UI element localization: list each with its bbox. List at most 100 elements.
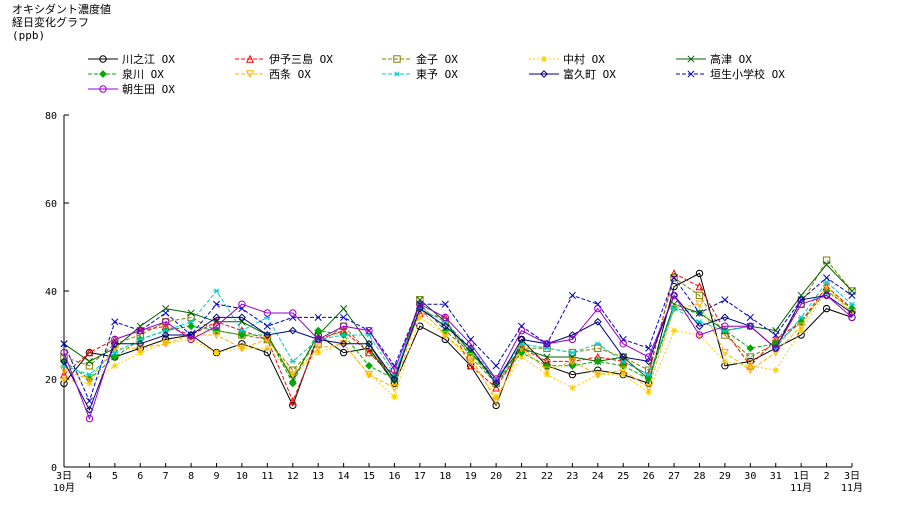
data-point [365, 361, 373, 370]
data-point [517, 335, 526, 344]
data-point [797, 295, 806, 304]
legend-label: 西条 OX [269, 67, 311, 81]
series-group [60, 287, 856, 400]
legend-entry: 泉川 OX [88, 67, 164, 81]
data-point [416, 322, 424, 330]
data-point [695, 331, 704, 339]
data-point [213, 288, 220, 294]
data-point [619, 353, 628, 361]
data-point [492, 401, 500, 410]
data-point [187, 322, 196, 331]
data-point [568, 370, 577, 379]
x-tick-label: 31 [770, 471, 782, 482]
data-point [797, 314, 805, 320]
data-point [339, 322, 348, 330]
data-point [390, 379, 399, 387]
data-point [670, 291, 678, 300]
data-point [136, 344, 145, 353]
series-line [63, 259, 853, 385]
x-tick-label: 17 [414, 471, 426, 482]
x-month-label: 10月 [53, 482, 75, 494]
data-point [594, 344, 602, 352]
data-point [568, 291, 576, 299]
data-point [720, 348, 729, 357]
x-tick-label: 7 [163, 471, 169, 482]
data-point [314, 344, 323, 353]
data-point [263, 309, 272, 317]
data-point [187, 335, 195, 344]
x-tick-label: 13 [312, 471, 324, 482]
data-point [161, 331, 170, 339]
data-point [644, 357, 653, 366]
y-tick-label: 0 [51, 463, 57, 474]
data-point [822, 256, 831, 264]
x-tick-label: 16 [388, 471, 400, 482]
data-point [695, 282, 704, 291]
legend-label: 金子 OX [416, 52, 458, 66]
data-point [238, 331, 246, 339]
data-point [85, 414, 94, 423]
series-line [63, 276, 853, 403]
legend-marker [99, 70, 107, 78]
x-tick-label: 8 [188, 471, 194, 482]
data-point [619, 366, 628, 375]
data-point [695, 309, 704, 317]
data-point [85, 348, 94, 357]
data-point [339, 348, 348, 357]
data-point [161, 318, 170, 326]
legend-label: 東予 OX [416, 68, 458, 81]
data-point [797, 300, 805, 308]
data-point [645, 389, 652, 396]
series-line [63, 281, 853, 380]
data-point [213, 349, 220, 356]
data-point [848, 287, 856, 295]
data-point [467, 340, 475, 348]
legend-marker [687, 70, 695, 78]
data-point [340, 313, 348, 321]
legend-label: 垣生小学校 OX [710, 67, 785, 81]
data-point [111, 350, 119, 356]
data-point [111, 362, 119, 369]
data-point [569, 350, 576, 356]
data-point [746, 353, 755, 361]
data-point [289, 375, 297, 383]
data-point [822, 291, 831, 300]
data-point [772, 331, 780, 339]
legend-label: 朝生田 OX [122, 82, 175, 96]
legend-entry: 伊予三島 OX [235, 52, 333, 66]
data-point [390, 384, 399, 393]
data-point [162, 328, 169, 334]
data-point [85, 357, 93, 365]
data-point [365, 348, 373, 357]
data-point [619, 340, 627, 348]
legend-label: 泉川 OX [122, 67, 164, 81]
data-point [85, 362, 94, 370]
chart-series-layer [59, 256, 857, 423]
x-tick-label: 28 [693, 471, 705, 482]
data-point [721, 296, 729, 304]
x-tick-label: 4 [86, 471, 92, 482]
data-point [822, 304, 831, 313]
data-point [543, 340, 551, 348]
data-point [86, 372, 93, 378]
data-point [620, 358, 627, 364]
data-point [60, 357, 68, 366]
data-point [314, 335, 322, 344]
data-point [237, 344, 246, 353]
data-point [594, 341, 602, 347]
data-point [212, 300, 221, 308]
data-point [594, 304, 602, 313]
data-point [85, 397, 93, 405]
data-point [288, 396, 297, 405]
data-point [289, 309, 297, 317]
data-point [111, 335, 119, 344]
x-tick-label: 2 [824, 471, 830, 482]
data-point [162, 309, 170, 317]
x-month-label: 11月 [841, 482, 863, 494]
data-point [670, 274, 678, 282]
data-point [314, 313, 322, 321]
data-point [695, 291, 704, 300]
legend-entry: 東予 OX [382, 68, 458, 81]
data-point [670, 327, 678, 334]
data-point [137, 349, 144, 356]
